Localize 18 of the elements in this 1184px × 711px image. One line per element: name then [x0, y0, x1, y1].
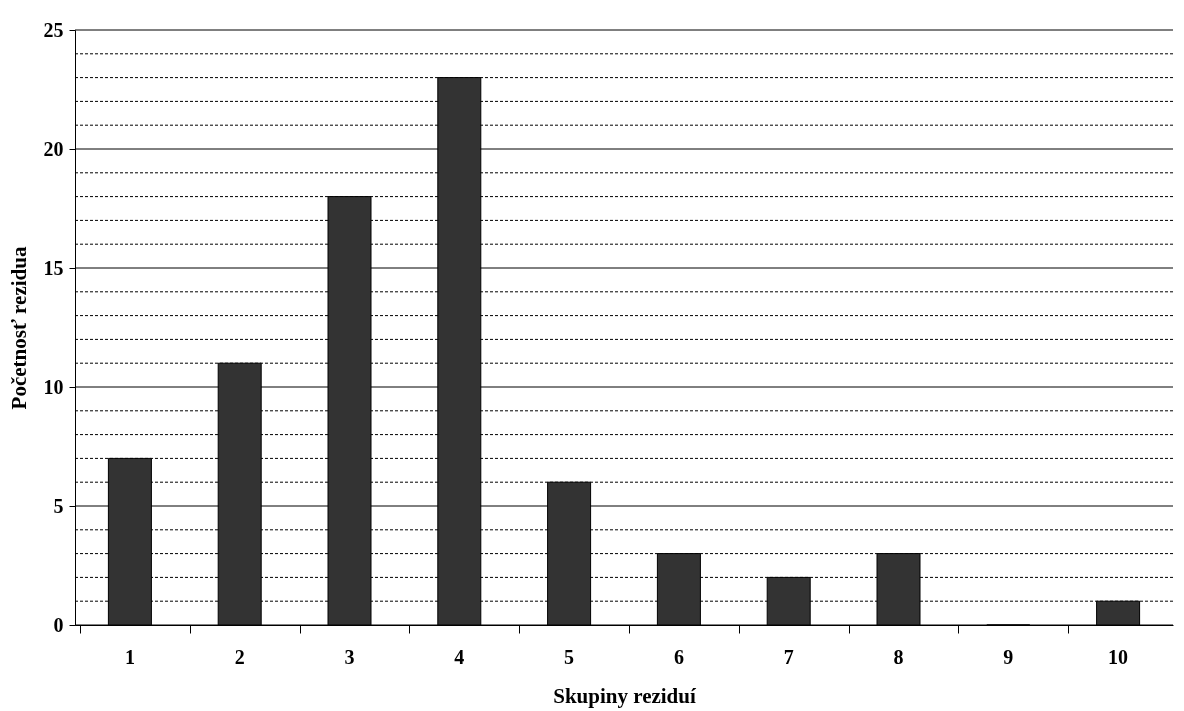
x-tick-label: 10 — [1108, 645, 1129, 668]
x-tick-label: 9 — [1003, 645, 1014, 668]
x-tick-label: 5 — [564, 645, 575, 668]
y-tick-label: 20 — [43, 137, 64, 160]
x-tick-label: 6 — [673, 645, 684, 668]
y-tick-label: 10 — [43, 375, 64, 398]
x-tick-label: 2 — [234, 645, 245, 668]
y-tick-label: 25 — [43, 18, 64, 41]
x-tick-label: 1 — [124, 645, 135, 668]
x-axis-title: Skupiny reziduí — [553, 683, 697, 708]
y-tick-label: 0 — [53, 613, 64, 636]
x-tick-label: 3 — [344, 645, 355, 668]
x-tick-label: 8 — [893, 645, 904, 668]
x-tick-label: 7 — [783, 645, 794, 668]
y-axis-title: Početnosť rezidua — [6, 246, 31, 410]
y-tick-label: 15 — [43, 256, 64, 279]
y-tick-label: 5 — [53, 494, 64, 517]
x-tick-label: 4 — [454, 645, 465, 668]
